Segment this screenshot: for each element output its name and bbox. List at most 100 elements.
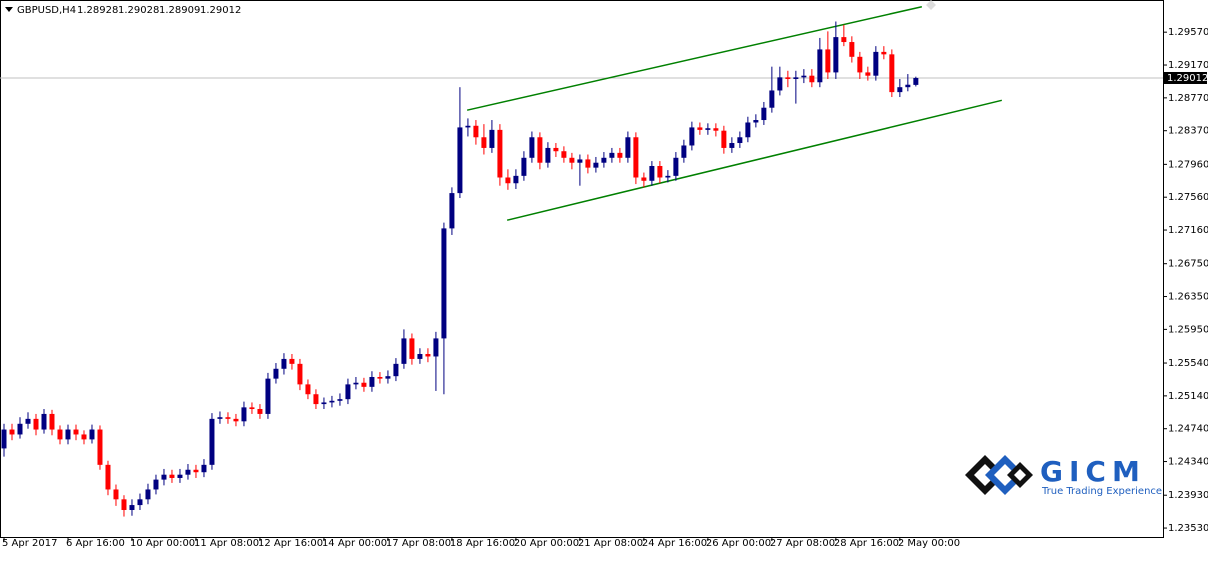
y-tick-label: 1.27960: [1168, 159, 1208, 170]
candle-body: [41, 413, 47, 430]
logo: GICM True Trading Experience: [965, 455, 1162, 497]
candle-body: [217, 417, 223, 419]
candle-body: [385, 376, 391, 379]
candle-body: [449, 193, 455, 229]
ohlc-close: 1.29012: [200, 5, 241, 16]
logo-name: GICM: [1040, 455, 1146, 488]
y-tick-label: 1.23530: [1168, 523, 1208, 534]
candle-body: [657, 166, 663, 178]
candle-body: [25, 418, 31, 424]
candle-body: [481, 137, 487, 148]
candle-body: [793, 77, 799, 79]
candle-body: [289, 358, 295, 364]
candle-body: [153, 479, 159, 490]
candle-body: [401, 338, 407, 364]
candle-body: [761, 107, 767, 121]
y-tick-label: 1.26750: [1168, 259, 1208, 270]
candle-body: [457, 127, 463, 194]
x-tick-label: 28 Apr 16:00: [834, 538, 899, 549]
x-tick-label: 20 Apr 00:00: [514, 538, 579, 549]
logo-shape: [1014, 469, 1026, 481]
candle-body: [89, 429, 95, 440]
candle-body: [121, 499, 127, 510]
x-tick-label: 26 Apr 00:00: [706, 538, 771, 549]
candle-body: [57, 429, 63, 440]
candle-body: [913, 77, 919, 85]
x-tick-label: 21 Apr 08:00: [578, 538, 643, 549]
candle-body: [561, 151, 567, 158]
candle-body: [393, 363, 399, 377]
menu-arrow[interactable]: [5, 7, 13, 12]
candle-body: [633, 137, 639, 178]
candle-body: [649, 166, 655, 181]
candle-body: [873, 51, 879, 76]
candle-body: [857, 56, 863, 73]
price-tag-label: 1.29012: [1167, 73, 1208, 84]
x-tick-label: 17 Apr 08:00: [386, 538, 451, 549]
symbol-title: GBPUSD,H4: [17, 5, 76, 16]
price-tag: [1163, 71, 1207, 84]
candle-body: [617, 152, 623, 158]
candle-body: [601, 157, 607, 163]
y-tick-label: 1.29570: [1168, 27, 1208, 38]
y-tick-label: 1.24740: [1168, 424, 1208, 435]
candle-body: [265, 378, 271, 414]
candle-body: [169, 474, 175, 478]
x-tick-label: 10 Apr 00:00: [130, 538, 195, 549]
candle-body: [465, 125, 471, 128]
candle-body: [305, 384, 311, 395]
candle-body: [105, 464, 111, 490]
x-tick-label: 5 Apr 2017: [2, 538, 57, 549]
candle-body: [905, 84, 911, 88]
candle-body: [881, 51, 887, 55]
candle-body: [1, 429, 7, 449]
candle-body: [177, 474, 183, 478]
candle-body: [777, 77, 783, 91]
candle-body: [521, 157, 527, 176]
candle-body: [729, 143, 735, 148]
y-tick-label: 1.26350: [1168, 292, 1208, 303]
x-tick-label: 14 Apr 00:00: [322, 538, 387, 549]
candle-body: [865, 72, 871, 76]
logo-tagline: True Trading Experience: [1041, 486, 1162, 497]
x-tick-label: 2 May 00:00: [898, 538, 960, 549]
candle-body: [201, 464, 207, 473]
x-tick-label: 24 Apr 16:00: [642, 538, 707, 549]
candle-body: [817, 49, 823, 83]
candle-body: [737, 137, 743, 144]
y-tick-label: 1.25950: [1168, 324, 1208, 335]
candle-body: [889, 54, 895, 93]
candle-body: [577, 159, 583, 163]
candle-body: [417, 354, 423, 359]
candle-body: [17, 423, 23, 435]
logo-shape: [994, 464, 1016, 486]
candle-body: [841, 37, 847, 43]
candle-body: [801, 75, 807, 78]
x-tick-label: 6 Apr 16:00: [66, 538, 125, 549]
candle-body: [809, 75, 815, 83]
candle-body: [689, 127, 695, 146]
candle-body: [529, 137, 535, 158]
candle-body: [337, 399, 343, 401]
candle-body: [785, 77, 791, 79]
candle-body: [81, 434, 87, 440]
y-tick-label: 1.29170: [1168, 60, 1208, 71]
candle-body: [433, 338, 439, 357]
candle-body: [721, 130, 727, 148]
candle-body: [569, 157, 575, 163]
candle-body: [553, 147, 559, 152]
candle-body: [513, 175, 519, 184]
candle-body: [353, 382, 359, 385]
candle-body: [257, 409, 263, 414]
candle-body: [497, 129, 503, 178]
y-tick-label: 1.27560: [1168, 192, 1208, 203]
candle-body: [9, 429, 15, 435]
candle-body: [361, 382, 367, 387]
candle-body: [241, 407, 247, 422]
candle-body: [73, 429, 79, 435]
candle-body: [473, 125, 479, 138]
candle-body: [193, 469, 199, 473]
ohlc-high: 1.29028: [118, 5, 159, 16]
